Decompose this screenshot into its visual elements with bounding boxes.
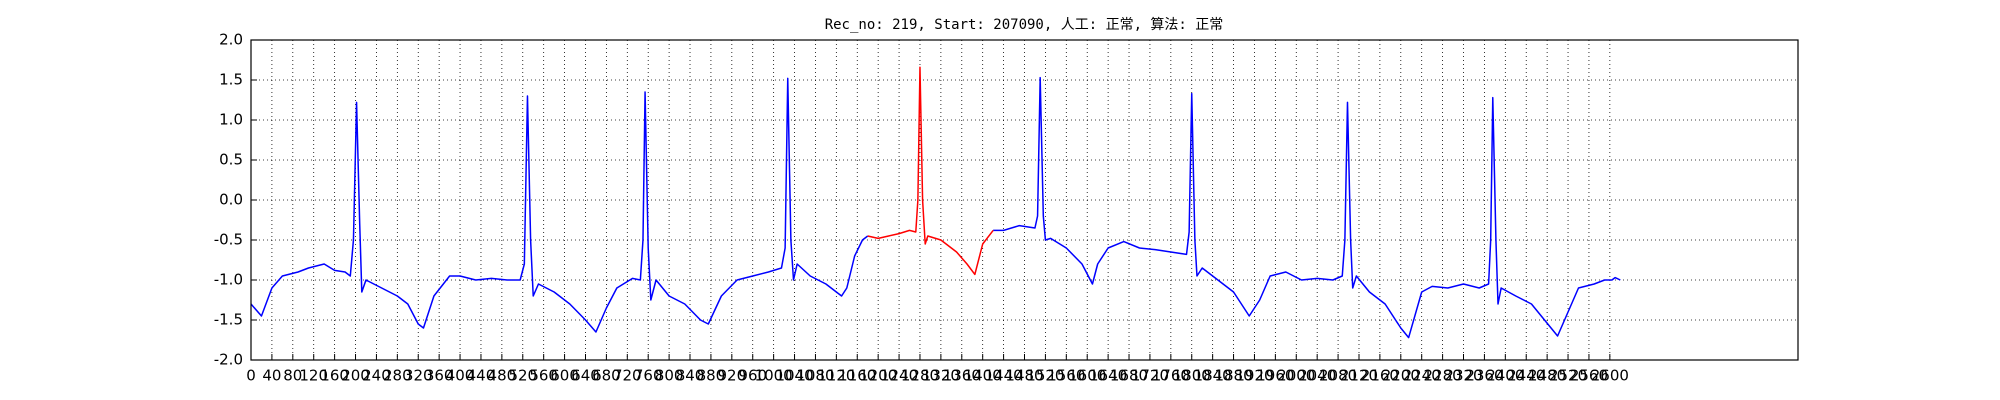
- x-tick-label: 1560: [1047, 367, 1085, 385]
- y-tick-label: -1.5: [214, 311, 243, 329]
- x-tick-label: 680: [592, 367, 621, 385]
- x-tick-label: 2240: [1403, 367, 1441, 385]
- x-tick-label: 880: [697, 367, 726, 385]
- x-tick-label: 1280: [901, 367, 939, 385]
- x-tick-label: 1640: [1089, 367, 1127, 385]
- x-tick-label: 840: [676, 367, 705, 385]
- x-tick-label: 1360: [943, 367, 981, 385]
- plot-frame: [250, 39, 1799, 361]
- x-tick-label: 2000: [1277, 367, 1315, 385]
- y-tick-label: 0.5: [219, 151, 243, 169]
- x-tick-label: 600: [550, 367, 579, 385]
- y-tick-label: 2.0: [219, 31, 243, 49]
- x-tick-label: 1720: [1131, 367, 1169, 385]
- x-tick-label: 240: [362, 367, 391, 385]
- x-tick-label: 1520: [1026, 367, 1064, 385]
- y-tick-label: 0.0: [219, 191, 243, 209]
- x-tick-label: 440: [467, 367, 496, 385]
- x-tick-label: 720: [613, 367, 642, 385]
- x-tick-label: 1680: [1110, 367, 1148, 385]
- x-tick-label: 40: [262, 367, 281, 385]
- x-tick-label: 1760: [1152, 367, 1190, 385]
- x-tick-label: 360: [425, 367, 454, 385]
- series-line: [867, 66, 994, 276]
- x-tick-label: 120: [299, 367, 328, 385]
- x-tick-label: 1960: [1256, 367, 1294, 385]
- x-tick-label: 1000: [755, 367, 793, 385]
- x-tick-label: 1320: [922, 367, 960, 385]
- x-tick-label: 1200: [859, 367, 897, 385]
- y-tick-label: -0.5: [214, 231, 243, 249]
- y-tick-label: 1.5: [219, 71, 243, 89]
- series-line: [250, 76, 1621, 339]
- y-tick-label: -1.0: [214, 271, 243, 289]
- x-tick-label: 2600: [1591, 367, 1629, 385]
- x-tick-label: 2520: [1549, 367, 1587, 385]
- x-tick-label: 800: [655, 367, 684, 385]
- x-tick-label: 0: [246, 367, 256, 385]
- x-tick-label: 2320: [1444, 367, 1482, 385]
- x-tick-label: 160: [320, 367, 349, 385]
- x-tick-label: 1240: [880, 367, 918, 385]
- y-tick-label: -2.0: [214, 351, 243, 369]
- x-tick-label: 560: [529, 367, 558, 385]
- x-tick-label: 2360: [1465, 367, 1503, 385]
- x-tick-label: 80: [283, 367, 302, 385]
- x-tick-label: 320: [404, 367, 433, 385]
- x-tick-label: 1080: [796, 367, 834, 385]
- x-tick-label: 2200: [1382, 367, 1420, 385]
- x-tick-label: 2400: [1486, 367, 1524, 385]
- x-tick-label: 480: [488, 367, 517, 385]
- x-tick-label: 1440: [985, 367, 1023, 385]
- x-tick-label: 1880: [1214, 367, 1252, 385]
- x-tick-label: 2160: [1361, 367, 1399, 385]
- x-tick-label: 400: [446, 367, 475, 385]
- x-tick-label: 2440: [1507, 367, 1545, 385]
- x-tick-label: 1480: [1005, 367, 1043, 385]
- y-tick-label: 1.0: [219, 111, 243, 129]
- x-tick-label: 520: [508, 367, 537, 385]
- x-tick-label: 1600: [1068, 367, 1106, 385]
- x-tick-label: 640: [571, 367, 600, 385]
- x-tick-label: 2120: [1340, 367, 1378, 385]
- x-tick-label: 960: [738, 367, 767, 385]
- x-tick-label: 2280: [1424, 367, 1462, 385]
- x-tick-label: 2080: [1319, 367, 1357, 385]
- x-tick-label: 1160: [838, 367, 876, 385]
- x-tick-label: 1840: [1194, 367, 1232, 385]
- x-tick-label: 280: [383, 367, 412, 385]
- x-tick-label: 2040: [1298, 367, 1336, 385]
- x-tick-label: 1800: [1173, 367, 1211, 385]
- x-tick-label: 1040: [775, 367, 813, 385]
- x-tick-label: 760: [634, 367, 663, 385]
- x-tick-label: 1120: [817, 367, 855, 385]
- x-tick-label: 1920: [1235, 367, 1273, 385]
- x-tick-label: 200: [341, 367, 370, 385]
- x-tick-label: 2560: [1570, 367, 1608, 385]
- x-tick-label: 920: [718, 367, 747, 385]
- x-tick-label: 2480: [1528, 367, 1566, 385]
- chart-title: Rec_no: 219, Start: 207090, 人工: 正常, 算法: …: [825, 17, 1224, 33]
- x-tick-label: 1400: [964, 367, 1002, 385]
